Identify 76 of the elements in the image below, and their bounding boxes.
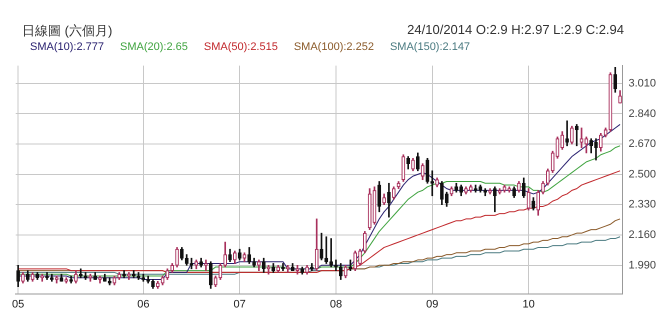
candlestick	[21, 272, 25, 284]
candlestick	[507, 186, 512, 193]
candlestick	[247, 247, 252, 264]
candlestick	[69, 276, 73, 284]
chart-subtitle: 日線圖 (六個月)	[22, 22, 112, 40]
candlestick	[372, 186, 376, 225]
candlestick	[310, 263, 314, 271]
text: SMA(50):2.515	[204, 41, 278, 53]
candlestick	[570, 126, 574, 144]
x-tick-label: 10	[522, 298, 535, 310]
y-tick-label: 2.500	[628, 168, 656, 180]
candlestick	[136, 272, 140, 280]
candlestick	[526, 188, 530, 210]
candlestick	[580, 128, 584, 148]
y-tick-label: 2.670	[628, 138, 656, 150]
candlestick	[392, 186, 396, 200]
candlestick	[146, 276, 150, 284]
x-tick-label: 08	[330, 298, 342, 310]
candlestick	[93, 272, 98, 280]
x-tick-label: 06	[137, 298, 150, 310]
candlestick	[286, 264, 290, 273]
candlestick	[338, 263, 343, 280]
candlestick	[122, 270, 126, 278]
candlestick	[396, 181, 400, 189]
candlestick	[416, 152, 420, 172]
y-tick-label: 2.840	[628, 108, 656, 120]
candlestick	[334, 260, 338, 271]
candlestick	[64, 277, 68, 284]
candlestick	[242, 252, 246, 262]
y-tick-label: 1.990	[628, 259, 656, 272]
text: SMA(100):2.252	[294, 41, 374, 53]
candlestick	[608, 72, 612, 132]
candlestick	[290, 263, 294, 271]
candlestick	[377, 181, 382, 212]
candlestick	[618, 90, 622, 104]
candlestick	[402, 154, 406, 182]
y-tick-label: 2.330	[628, 198, 656, 211]
candlestick	[281, 263, 285, 271]
candlestick	[368, 188, 372, 230]
candlestick	[276, 264, 280, 273]
text: SMA(20):2.65	[120, 41, 188, 53]
candlestick	[450, 186, 454, 196]
candlestick	[348, 260, 352, 271]
candlestick	[363, 231, 367, 254]
candlestick	[208, 261, 213, 289]
text: 24/10/2014 O:2.9 H:2.97 L:2.9 C:2.94	[407, 22, 624, 37]
candlestick	[228, 248, 232, 262]
candlestick	[305, 264, 309, 275]
x-tick-label: 05	[12, 298, 24, 310]
candlestick	[488, 188, 492, 194]
candlestick	[344, 264, 348, 278]
candlestick	[420, 163, 424, 180]
y-tick-label: 3.010	[628, 77, 656, 90]
x-tick-label: 07	[234, 298, 246, 310]
candlestick	[435, 178, 439, 188]
candlestick	[613, 67, 618, 93]
candlestick	[45, 272, 49, 280]
candlestick	[190, 258, 194, 270]
candlestick	[296, 264, 300, 275]
candlestick	[98, 276, 102, 284]
candlestick	[233, 250, 237, 264]
text: SMA(150):2.147	[390, 41, 470, 53]
y-tick-label: 2.160	[628, 229, 656, 241]
text: SMA(10):2.777	[30, 41, 104, 53]
candlestick	[272, 263, 276, 273]
candlestick	[204, 260, 208, 271]
candlestick	[474, 184, 478, 193]
candlestick	[214, 276, 218, 287]
x-tick-label: 09	[426, 298, 438, 310]
candlestick	[411, 158, 415, 172]
candlestick	[60, 274, 64, 282]
candlestick	[266, 264, 270, 275]
candlestick	[84, 272, 88, 280]
candlestick	[517, 181, 521, 193]
candlestick	[151, 279, 155, 289]
candlestick	[426, 158, 430, 184]
